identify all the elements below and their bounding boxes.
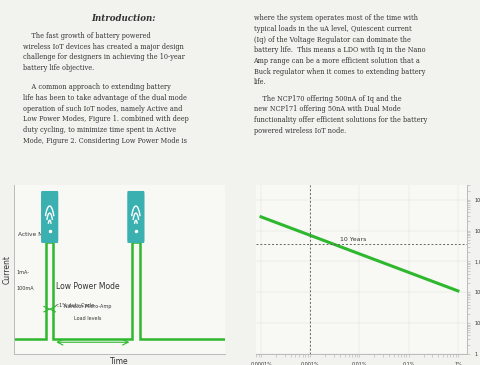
FancyBboxPatch shape: [127, 191, 144, 243]
Text: Load levels: Load levels: [74, 316, 101, 321]
Text: Introduction:: Introduction:: [91, 14, 155, 23]
Text: A common approach to extending battery
life has been to take advantage of the du: A common approach to extending battery l…: [23, 83, 189, 145]
FancyBboxPatch shape: [41, 191, 58, 243]
X-axis label: Time: Time: [110, 357, 129, 365]
Text: Nano or Micro-Amp: Nano or Micro-Amp: [64, 304, 111, 309]
Text: 100mA: 100mA: [16, 286, 34, 291]
Y-axis label: Current: Current: [3, 255, 12, 284]
Text: 10 Years: 10 Years: [339, 237, 365, 242]
Text: 1mA-: 1mA-: [16, 270, 29, 275]
Text: where the system operates most of the time with
typical loads in the uA level, Q: where the system operates most of the ti…: [253, 14, 424, 87]
Text: Active Mode: Active Mode: [18, 232, 54, 237]
Text: The fast growth of battery powered
wireless IoT devices has created a major desi: The fast growth of battery powered wirel…: [23, 32, 185, 72]
Text: <1% duty Cycle: <1% duty Cycle: [55, 303, 95, 308]
Text: The NCP170 offering 500nA of Iq and the
new NCP171 offering 50nA with Dual Mode
: The NCP170 offering 500nA of Iq and the …: [253, 95, 426, 135]
Text: Low Power Mode: Low Power Mode: [56, 282, 120, 291]
